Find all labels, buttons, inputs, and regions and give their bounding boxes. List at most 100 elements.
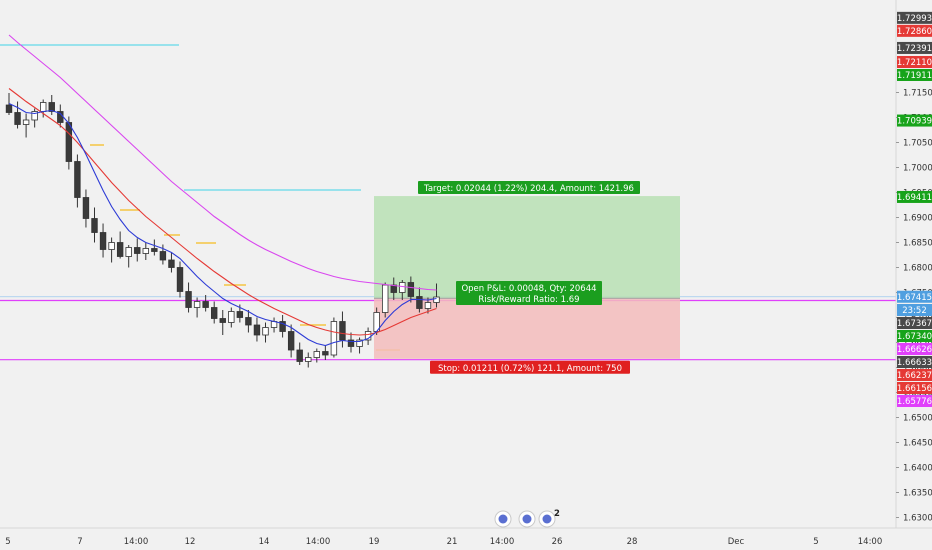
price-badge: 1.71911 [897,69,932,81]
candle-body [407,282,415,297]
candle-body [296,349,303,362]
time-axis[interactable] [0,528,932,550]
candle [14,101,21,129]
price-badge: 1.67367 [897,317,932,329]
candle [279,315,286,338]
price-badge-label: 1.69411 [897,193,932,203]
price-badge-bg [897,69,932,81]
price-badge-bg [897,356,932,368]
price-badge: 1.66156 [897,382,932,394]
price-badge: 1.65776 [897,395,932,407]
candles-group [5,93,440,368]
candle [65,116,73,170]
price-tick-label: 1.63500 [903,489,932,499]
open-pnl-bg [456,281,602,305]
price-badge-label: 1.72391 [897,44,932,54]
candle [322,345,329,360]
candle [82,189,90,228]
stop-label-text: Stop: 0.01211 (0.72%) 121.1, Amount: 750 [438,364,622,374]
price-badge: 1.67340 [897,330,932,342]
candle-body [185,291,192,308]
stop-label: Stop: 0.01211 (0.72%) 121.1, Amount: 750 [430,360,630,374]
candle-body [279,321,286,332]
time-tick-label: 5 [813,537,818,547]
price-badge-bg [897,343,932,355]
candle [305,352,312,368]
price-badge-label: 1.72110 [897,58,932,68]
time-tick-label: 14:00 [124,537,149,547]
candle [202,295,209,312]
price-tick-label: 1.64500 [903,439,932,449]
stop-label-bg [430,360,630,374]
time-tick-label: Dec [728,537,745,547]
candle [399,280,406,300]
price-badge: 1.70939 [897,114,932,127]
price-badge: 1.72860 [897,24,932,37]
candle-body [176,267,184,292]
candle-body [142,248,149,254]
target-label: Target: 0.02044 (1.22%) 204.4, Amount: 1… [418,181,640,195]
candle [253,317,261,342]
candle-body [151,248,158,252]
candle [134,238,141,262]
candle-body [322,351,329,356]
candle [99,223,107,258]
candle-body [219,318,226,323]
price-badge-bg [897,395,932,407]
price-badge-label: 1.72993 [897,14,932,24]
candle [22,113,30,138]
candle-body [202,301,209,308]
candle-body [108,242,115,250]
open-pnl-text: Open P&L: 0.00048, Qty: 20644 [461,284,596,294]
candle [381,282,389,318]
candle-body [245,317,252,326]
alert-icon-core [542,514,552,524]
price-badge-label: 1.70939 [897,117,932,127]
price-badge-bg [897,24,932,37]
candle [91,207,98,243]
open-pnl-label: Open P&L: 0.00048, Qty: 20644Risk/Reward… [456,281,602,305]
time-tick-label: 14:00 [306,537,331,547]
candle-body [210,307,218,319]
time-tick-label: 14:00 [858,537,883,547]
candle-body [381,284,389,313]
candle-body [91,218,98,233]
candle-body [168,259,175,268]
candle-body [287,331,295,351]
candle [245,310,252,333]
price-badge-bg [897,56,932,68]
candle [151,239,158,256]
candle-body [236,311,244,318]
time-tick-label: 19 [369,537,380,547]
candle [185,282,192,313]
price-tick-label: 1.66000 [903,364,932,374]
candle [108,237,115,263]
time-tick-label: 28 [627,537,638,547]
price-badge: 1.72993 [897,11,932,24]
globe-icon[interactable] [518,510,536,528]
candle-body [99,232,107,250]
candle [116,231,124,259]
price-badge: 1.72110 [897,56,932,68]
alert-icon[interactable] [538,510,556,528]
snapshot-icon[interactable] [494,510,512,528]
snapshot-icon-core [498,514,508,524]
price-axis[interactable] [896,0,932,528]
price-badge-label: 1.67415 [897,293,932,303]
globe-icon-core [522,514,532,524]
candle-body [399,282,406,293]
candle [356,337,363,354]
candle [219,310,226,335]
candle [407,276,415,303]
candle-body [22,119,30,125]
target-label-bg [418,181,640,195]
candle [228,307,235,328]
price-badge-label: 1.66237 [897,371,932,381]
candle [125,245,132,268]
time-tick-label: 26 [552,537,563,547]
candle-body [424,302,432,309]
candle [287,324,295,358]
candle-body [40,102,47,112]
price-tick-label: 1.63000 [903,514,932,524]
